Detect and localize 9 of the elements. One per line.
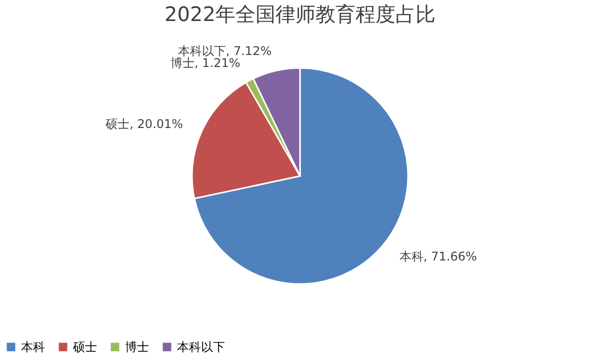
data-label: 本科以下, 7.12% (178, 44, 272, 58)
legend-label: 本科以下 (177, 340, 225, 354)
chart-title: 2022年全国律师教育程度占比 (164, 2, 436, 26)
legend-label: 博士 (125, 340, 149, 354)
data-label: 博士, 1.21% (170, 56, 240, 70)
legend-label: 硕士 (72, 340, 97, 354)
data-label: 本科, 71.66% (399, 250, 477, 264)
data-label: 硕士, 20.01% (104, 116, 184, 131)
legend-label: 本科 (21, 340, 45, 354)
